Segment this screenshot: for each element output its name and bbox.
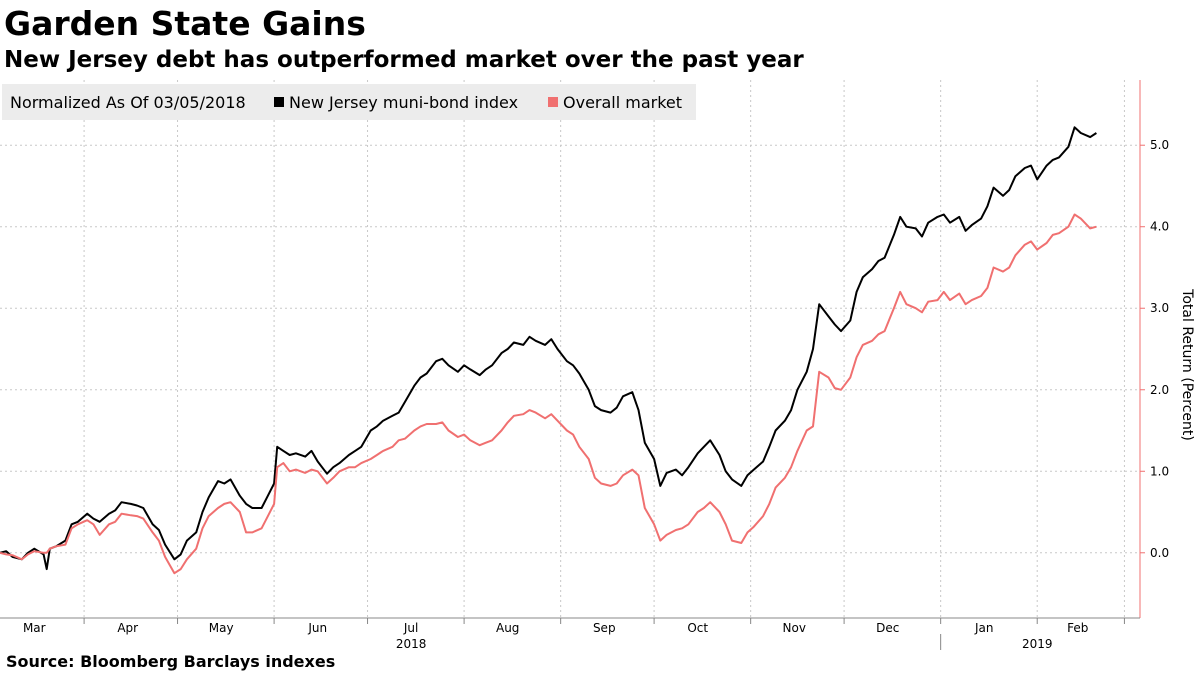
x-year-label: 2019 [1022, 637, 1053, 651]
x-tick-label: Jul [403, 621, 418, 635]
legend-swatch-market [548, 97, 558, 107]
y-tick-label: 5.0 [1150, 138, 1169, 152]
source-note: Source: Bloomberg Barclays indexes [6, 652, 336, 671]
legend-normalized-note: Normalized As Of 03/05/2018 [10, 93, 246, 112]
y-tick-label: 2.0 [1150, 383, 1169, 397]
x-tick-label: Aug [496, 621, 519, 635]
legend-label-market: Overall market [563, 93, 682, 112]
x-tick-label: May [209, 621, 234, 635]
legend-swatch-nj [274, 97, 284, 107]
legend-label-nj: New Jersey muni-bond index [289, 93, 518, 112]
x-tick-label: Sep [593, 621, 616, 635]
x-tick-label: Feb [1067, 621, 1088, 635]
legend-background [2, 84, 696, 120]
y-tick-label: 4.0 [1150, 220, 1169, 234]
chart-title: Garden State Gains [4, 4, 366, 43]
axes: 0.0 1.0 2.0 3.0 4.0 5.0 Mar Apr May Jun Jul Aug Sep O… [0, 80, 1169, 651]
legend: Normalized As Of 03/05/2018 New Jersey m… [2, 84, 696, 120]
series-line-1 [0, 213, 1097, 575]
y-tick-label: 3.0 [1150, 301, 1169, 315]
x-tick-label: Jan [974, 621, 994, 635]
y-tick-label: 0.0 [1150, 546, 1169, 560]
x-tick-label: Apr [117, 621, 138, 635]
series-line-0 [0, 126, 1097, 571]
chart-subtitle: New Jersey debt has outperformed market … [4, 47, 804, 73]
y-tick-label: 1.0 [1150, 464, 1169, 478]
x-tick-label: Mar [23, 621, 46, 635]
x-tick-label: Oct [687, 621, 708, 635]
y-axis-title: Total Return (Percent) [1179, 288, 1195, 441]
x-tick-label: Dec [876, 621, 899, 635]
x-tick-label: Jun [307, 621, 327, 635]
grid [0, 80, 1140, 618]
x-tick-label: Nov [783, 621, 806, 635]
series [0, 126, 1097, 575]
x-year-label: 2018 [396, 637, 427, 651]
